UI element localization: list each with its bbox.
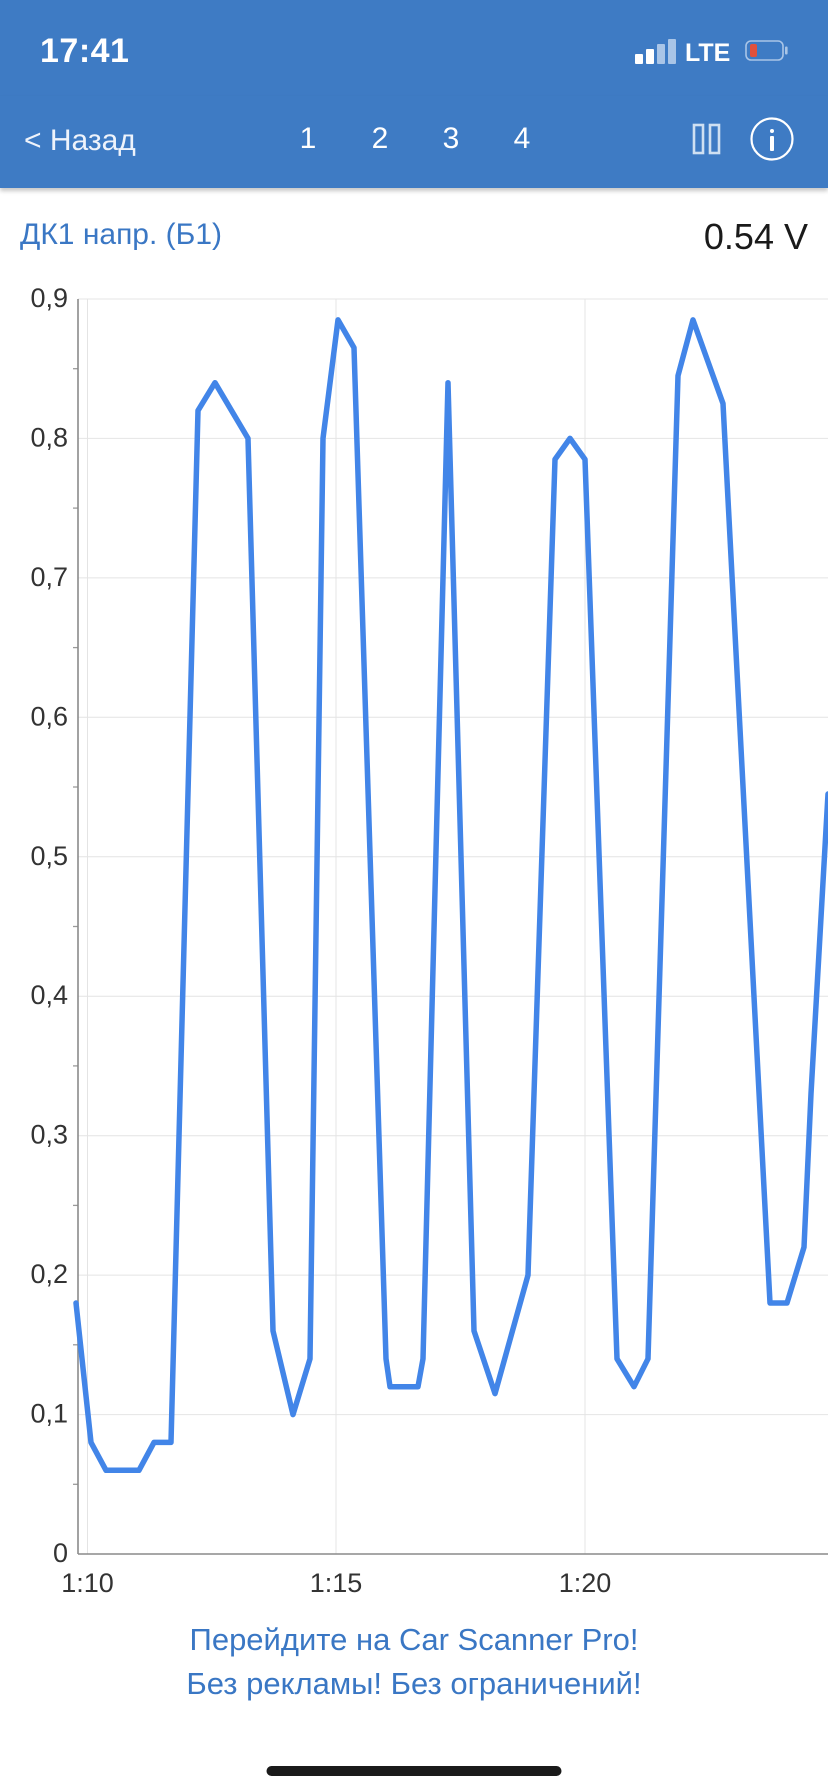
svg-text:0,1: 0,1 <box>30 1399 68 1429</box>
svg-text:1:15: 1:15 <box>310 1568 363 1598</box>
svg-text:0,8: 0,8 <box>30 422 68 452</box>
svg-text:0,7: 0,7 <box>30 562 68 592</box>
svg-text:0,4: 0,4 <box>30 980 68 1010</box>
svg-text:1:20: 1:20 <box>559 1568 612 1598</box>
svg-text:0,3: 0,3 <box>30 1120 68 1150</box>
svg-text:0,2: 0,2 <box>30 1259 68 1289</box>
svg-text:0,9: 0,9 <box>30 283 68 313</box>
svg-text:0,6: 0,6 <box>30 701 68 731</box>
svg-text:0: 0 <box>53 1538 68 1568</box>
svg-text:0,5: 0,5 <box>30 841 68 871</box>
svg-text:1:10: 1:10 <box>61 1568 114 1598</box>
svg-text:LTE: LTE <box>685 39 730 66</box>
